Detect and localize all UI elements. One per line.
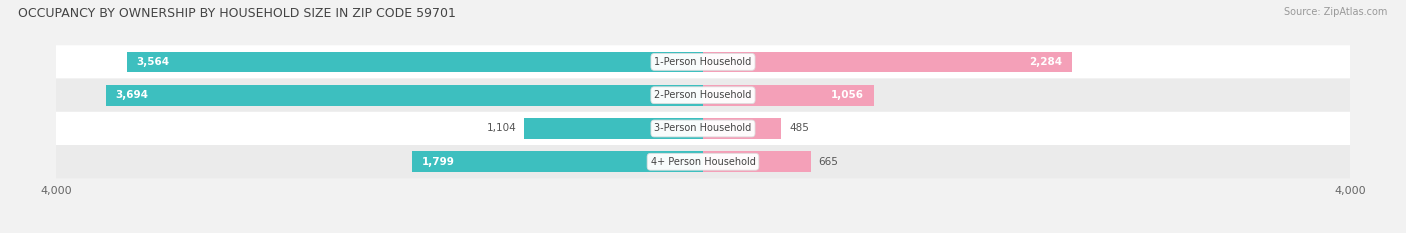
Bar	[703, 51, 1073, 72]
Text: 485: 485	[790, 123, 810, 134]
FancyBboxPatch shape	[55, 145, 1351, 178]
Bar	[524, 118, 703, 139]
Text: 1,056: 1,056	[831, 90, 865, 100]
Text: 3,564: 3,564	[136, 57, 170, 67]
Text: 665: 665	[818, 157, 838, 167]
FancyBboxPatch shape	[55, 45, 1351, 79]
Text: Source: ZipAtlas.com: Source: ZipAtlas.com	[1284, 7, 1388, 17]
Text: 2-Person Household: 2-Person Household	[654, 90, 752, 100]
Bar	[703, 151, 810, 172]
Text: 3,694: 3,694	[115, 90, 149, 100]
Bar	[703, 118, 782, 139]
Text: 1-Person Household: 1-Person Household	[654, 57, 752, 67]
Text: OCCUPANCY BY OWNERSHIP BY HOUSEHOLD SIZE IN ZIP CODE 59701: OCCUPANCY BY OWNERSHIP BY HOUSEHOLD SIZE…	[18, 7, 456, 20]
Bar	[105, 85, 703, 106]
Text: 1,799: 1,799	[422, 157, 454, 167]
Text: 4+ Person Household: 4+ Person Household	[651, 157, 755, 167]
Bar	[412, 151, 703, 172]
Text: 1,104: 1,104	[486, 123, 516, 134]
FancyBboxPatch shape	[55, 112, 1351, 145]
FancyBboxPatch shape	[55, 79, 1351, 112]
Text: 2,284: 2,284	[1029, 57, 1063, 67]
Text: 3-Person Household: 3-Person Household	[654, 123, 752, 134]
Bar	[127, 51, 703, 72]
Bar	[703, 85, 873, 106]
Legend: Owner-occupied, Renter-occupied: Owner-occupied, Renter-occupied	[583, 230, 823, 233]
